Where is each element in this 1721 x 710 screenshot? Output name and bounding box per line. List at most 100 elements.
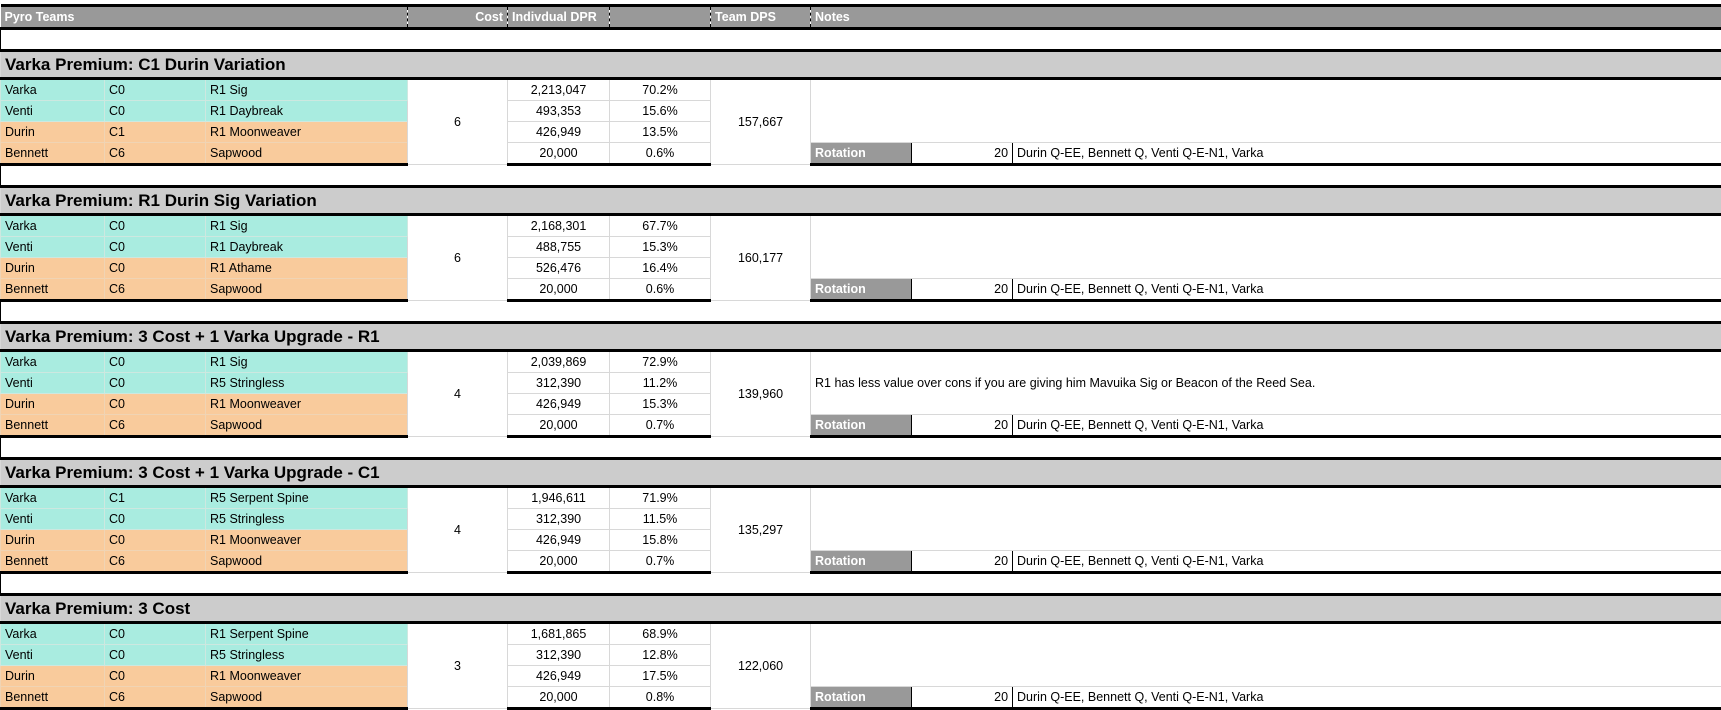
dpr-percent[interactable]: 0.6% <box>610 279 711 301</box>
dpr-percent[interactable]: 11.5% <box>610 509 711 530</box>
dpr-percent[interactable]: 13.5% <box>610 122 711 143</box>
individual-dpr[interactable]: 426,949 <box>508 666 610 687</box>
team-cost[interactable]: 4 <box>408 487 508 573</box>
individual-dpr[interactable]: 493,353 <box>508 101 610 122</box>
constellation[interactable]: C1 <box>105 122 206 143</box>
team-title[interactable]: Varka Premium: C1 Durin Variation <box>1 51 1721 79</box>
constellation[interactable]: C1 <box>105 487 206 509</box>
team-title[interactable]: Varka Premium: 3 Cost + 1 Varka Upgrade … <box>1 459 1721 487</box>
header-title[interactable]: Pyro Teams <box>1 6 408 29</box>
header-cost[interactable]: Cost <box>408 6 508 29</box>
rotation-sequence[interactable]: Durin Q-EE, Bennett Q, Venti Q-E-N1, Var… <box>1013 687 1721 709</box>
blank-cell[interactable] <box>1 301 1721 323</box>
character-name[interactable]: Venti <box>1 237 105 258</box>
weapon[interactable]: R1 Moonweaver <box>206 122 408 143</box>
team-dps[interactable]: 139,960 <box>711 351 811 437</box>
constellation[interactable]: C0 <box>105 79 206 101</box>
dpr-percent[interactable]: 16.4% <box>610 258 711 279</box>
weapon[interactable]: R1 Daybreak <box>206 101 408 122</box>
character-name[interactable]: Durin <box>1 394 105 415</box>
individual-dpr[interactable]: 526,476 <box>508 258 610 279</box>
team-title[interactable]: Varka Premium: 3 Cost <box>1 595 1721 623</box>
dpr-percent[interactable]: 15.3% <box>610 394 711 415</box>
team-dps[interactable]: 157,667 <box>711 79 811 165</box>
dpr-percent[interactable]: 0.7% <box>610 415 711 437</box>
dpr-percent[interactable]: 15.8% <box>610 530 711 551</box>
constellation[interactable]: C6 <box>105 415 206 437</box>
weapon[interactable]: R1 Moonweaver <box>206 530 408 551</box>
individual-dpr[interactable]: 2,039,869 <box>508 351 610 373</box>
notes-cell[interactable] <box>811 79 1721 143</box>
individual-dpr[interactable]: 2,213,047 <box>508 79 610 101</box>
constellation[interactable]: C0 <box>105 351 206 373</box>
individual-dpr[interactable]: 426,949 <box>508 394 610 415</box>
character-name[interactable]: Venti <box>1 509 105 530</box>
rotation-count[interactable]: 20 <box>912 279 1013 301</box>
character-name[interactable]: Bennett <box>1 687 105 709</box>
individual-dpr[interactable]: 20,000 <box>508 415 610 437</box>
character-name[interactable]: Varka <box>1 487 105 509</box>
rotation-count[interactable]: 20 <box>912 143 1013 165</box>
header-notes[interactable]: Notes <box>811 6 1721 29</box>
constellation[interactable]: C6 <box>105 143 206 165</box>
weapon[interactable]: R1 Sig <box>206 215 408 237</box>
individual-dpr[interactable]: 312,390 <box>508 373 610 394</box>
team-cost[interactable]: 4 <box>408 351 508 437</box>
individual-dpr[interactable]: 20,000 <box>508 551 610 573</box>
individual-dpr[interactable]: 426,949 <box>508 530 610 551</box>
character-name[interactable]: Bennett <box>1 143 105 165</box>
dpr-percent[interactable]: 0.7% <box>610 551 711 573</box>
rotation-count[interactable]: 20 <box>912 415 1013 437</box>
constellation[interactable]: C0 <box>105 394 206 415</box>
rotation-sequence[interactable]: Durin Q-EE, Bennett Q, Venti Q-E-N1, Var… <box>1013 551 1721 573</box>
rotation-label[interactable]: Rotation <box>811 279 912 301</box>
notes-cell[interactable]: R1 has less value over cons if you are g… <box>811 351 1721 415</box>
dpr-percent[interactable]: 11.2% <box>610 373 711 394</box>
dpr-percent[interactable]: 0.6% <box>610 143 711 165</box>
constellation[interactable]: C0 <box>105 101 206 122</box>
character-name[interactable]: Venti <box>1 373 105 394</box>
blank-cell[interactable] <box>1 573 1721 595</box>
rotation-label[interactable]: Rotation <box>811 143 912 165</box>
weapon[interactable]: R5 Stringless <box>206 509 408 530</box>
rotation-sequence[interactable]: Durin Q-EE, Bennett Q, Venti Q-E-N1, Var… <box>1013 415 1721 437</box>
dpr-percent[interactable]: 68.9% <box>610 623 711 645</box>
character-name[interactable]: Venti <box>1 101 105 122</box>
weapon[interactable]: R1 Sig <box>206 79 408 101</box>
individual-dpr[interactable]: 312,390 <box>508 509 610 530</box>
weapon[interactable]: R1 Athame <box>206 258 408 279</box>
notes-cell[interactable] <box>811 623 1721 687</box>
dpr-percent[interactable]: 15.3% <box>610 237 711 258</box>
constellation[interactable]: C0 <box>105 645 206 666</box>
individual-dpr[interactable]: 20,000 <box>508 279 610 301</box>
rotation-sequence[interactable]: Durin Q-EE, Bennett Q, Venti Q-E-N1, Var… <box>1013 279 1721 301</box>
rotation-label[interactable]: Rotation <box>811 687 912 709</box>
team-dps[interactable]: 135,297 <box>711 487 811 573</box>
character-name[interactable]: Durin <box>1 530 105 551</box>
weapon[interactable]: R1 Moonweaver <box>206 666 408 687</box>
individual-dpr[interactable]: 20,000 <box>508 143 610 165</box>
weapon[interactable]: R1 Daybreak <box>206 237 408 258</box>
dpr-percent[interactable]: 0.8% <box>610 687 711 709</box>
rotation-label[interactable]: Rotation <box>811 415 912 437</box>
constellation[interactable]: C0 <box>105 530 206 551</box>
individual-dpr[interactable]: 312,390 <box>508 645 610 666</box>
character-name[interactable]: Varka <box>1 215 105 237</box>
weapon[interactable]: Sapwood <box>206 279 408 301</box>
weapon[interactable]: R1 Moonweaver <box>206 394 408 415</box>
blank-cell[interactable] <box>1 437 1721 459</box>
blank-cell[interactable] <box>1 29 1721 51</box>
individual-dpr[interactable]: 1,681,865 <box>508 623 610 645</box>
rotation-sequence[interactable]: Durin Q-EE, Bennett Q, Venti Q-E-N1, Var… <box>1013 143 1721 165</box>
character-name[interactable]: Bennett <box>1 551 105 573</box>
weapon[interactable]: Sapwood <box>206 415 408 437</box>
team-dps[interactable]: 160,177 <box>711 215 811 301</box>
constellation[interactable]: C0 <box>105 215 206 237</box>
character-name[interactable]: Bennett <box>1 279 105 301</box>
header-individual-dpr[interactable]: Indivdual DPR <box>508 6 610 29</box>
constellation[interactable]: C6 <box>105 687 206 709</box>
weapon[interactable]: R1 Serpent Spine <box>206 623 408 645</box>
character-name[interactable]: Bennett <box>1 415 105 437</box>
notes-cell[interactable] <box>811 215 1721 279</box>
weapon[interactable]: Sapwood <box>206 551 408 573</box>
